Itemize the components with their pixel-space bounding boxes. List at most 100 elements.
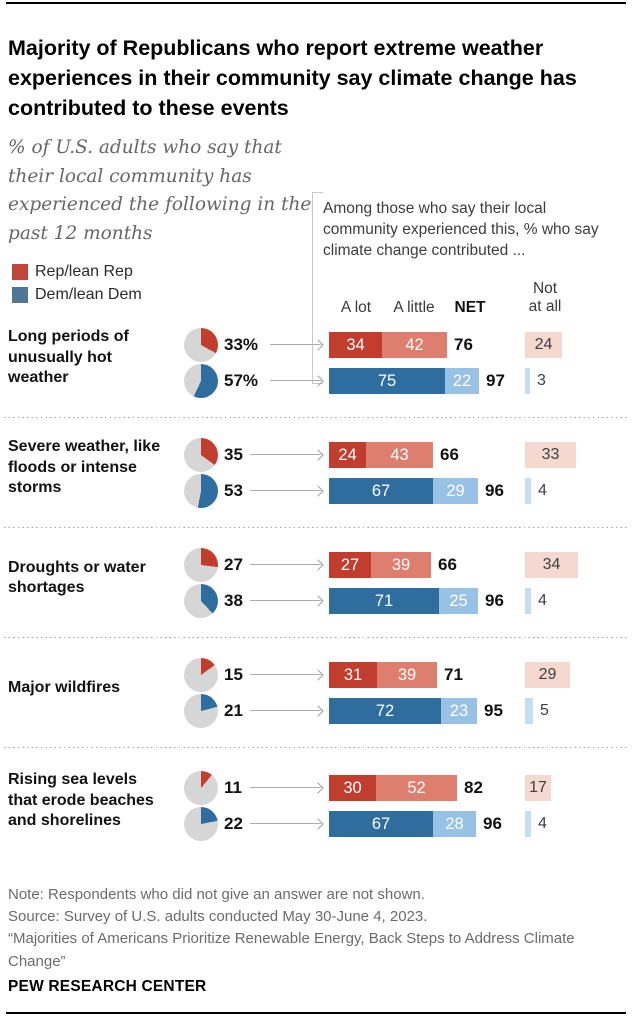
legend-label-rep: Rep/lean Rep <box>35 262 133 280</box>
category-label: Severe weather, like floods or intense s… <box>8 438 161 497</box>
dem-not-at-all-value: 4 <box>538 815 547 832</box>
rep-experienced-value: 35 <box>224 445 243 464</box>
legend: Rep/lean Rep Dem/lean Dem <box>12 260 142 306</box>
dem-half-row: 53 67 29 96 4 <box>0 474 632 508</box>
dem-a-little-segment: 23 <box>441 698 477 724</box>
dem-experienced-value: 22 <box>224 814 243 833</box>
dem-not-at-all-value: 3 <box>537 372 546 389</box>
column-header-a-little: A little <box>393 299 435 316</box>
dem-stacked-bar: 72 23 95 <box>329 698 503 724</box>
rep-not-at-all-bar: 17 <box>525 775 551 801</box>
dem-net-value: 96 <box>485 481 504 500</box>
rep-a-lot-segment: 30 <box>329 775 376 801</box>
rep-half-row: 33% 34 42 76 24 <box>0 328 632 362</box>
rep-stacked-bar: 30 52 82 <box>329 775 483 801</box>
dem-a-lot-segment: 67 <box>329 478 433 504</box>
dem-not-at-all: 4 <box>525 478 547 504</box>
arrow-connector <box>250 454 321 456</box>
row-separator <box>4 417 628 419</box>
legend-item-dem: Dem/lean Dem <box>12 283 142 306</box>
arrow-connector <box>270 380 321 382</box>
dem-not-at-all: 4 <box>525 811 547 837</box>
rep-net-value: 66 <box>440 445 459 464</box>
rep-net-value: 71 <box>444 665 463 684</box>
legend-label-dem: Dem/lean Dem <box>35 285 142 303</box>
rep-a-lot-segment: 31 <box>329 662 377 688</box>
source-text: Source: Survey of U.S. adults conducted … <box>8 908 428 926</box>
chart-row: Droughts or water shortages 27 27 39 66 34 38 7… <box>0 542 632 618</box>
rep-half-row: 11 30 52 82 17 <box>0 771 632 805</box>
row-separator <box>4 527 628 529</box>
rep-stacked-bar: 24 43 66 <box>329 442 459 468</box>
dem-a-little-segment: 28 <box>433 811 476 837</box>
top-rule <box>6 2 626 4</box>
dem-half-row: 21 72 23 95 5 <box>0 694 632 728</box>
rep-half-row: 35 24 43 66 33 <box>0 438 632 472</box>
rep-not-at-all: 24 <box>525 332 562 358</box>
dem-a-lot-segment: 71 <box>329 588 439 614</box>
dem-experienced-value: 57% <box>224 371 259 390</box>
dem-net-value: 96 <box>483 814 502 833</box>
dem-stacked-bar: 67 28 96 <box>329 811 502 837</box>
pew-research-center-wordmark: PEW RESEARCH CENTER <box>8 978 207 995</box>
rep-not-at-all: 33 <box>525 442 576 468</box>
column-header-net: NET <box>454 299 486 316</box>
rep-not-at-all-bar: 33 <box>525 442 576 468</box>
rep-a-little-segment: 39 <box>377 662 437 688</box>
dem-stacked-bar: 71 25 96 <box>329 588 504 614</box>
rep-a-lot-segment: 34 <box>329 332 382 358</box>
row-separator <box>4 747 628 749</box>
dem-not-at-all-bar <box>525 698 533 724</box>
dem-stacked-bar: 67 29 96 <box>329 478 504 504</box>
column-header-not-line1: Not <box>532 280 558 297</box>
dem-not-at-all: 3 <box>525 368 546 394</box>
dem-experienced-value: 21 <box>224 701 243 720</box>
legend-item-rep: Rep/lean Rep <box>12 260 142 283</box>
rep-color-swatch <box>12 263 28 280</box>
dem-a-little-segment: 25 <box>439 588 478 614</box>
rep-experienced-value: 15 <box>224 665 243 684</box>
arrow-connector <box>250 787 321 789</box>
rep-a-little-segment: 39 <box>371 552 431 578</box>
rep-experienced-pie <box>184 658 218 692</box>
dem-net-value: 97 <box>486 371 505 390</box>
bottom-rule <box>6 1012 626 1014</box>
rep-not-at-all: 29 <box>525 662 570 688</box>
arrow-connector <box>250 710 321 712</box>
dem-net-value: 96 <box>485 591 504 610</box>
dem-a-little-segment: 29 <box>433 478 478 504</box>
footnotes: Note: Respondents who did not give an an… <box>8 884 620 973</box>
dem-stacked-bar: 75 22 97 <box>329 368 505 394</box>
dem-a-little-segment: 22 <box>445 368 479 394</box>
rep-a-lot-segment: 24 <box>329 442 366 468</box>
report-title-text: “Majorities of Americans Prioritize Rene… <box>8 930 575 970</box>
chart-row: Long periods of unusually hot weather 33%… <box>0 322 632 398</box>
dem-a-lot-segment: 67 <box>329 811 433 837</box>
dem-half-row: 22 67 28 96 4 <box>0 807 632 841</box>
dem-experienced-pie <box>184 474 218 508</box>
rep-experienced-value: 11 <box>224 778 242 797</box>
category-label: Droughts or water shortages <box>8 558 146 596</box>
rep-experienced-pie <box>184 771 218 805</box>
rep-net-value: 82 <box>464 778 483 797</box>
rep-not-at-all: 17 <box>525 775 551 801</box>
dem-not-at-all-value: 4 <box>538 482 547 499</box>
arrow-connector <box>250 600 321 602</box>
chart-row: Severe weather, like floods or intense s… <box>0 432 632 508</box>
chart-subtitle: % of U.S. adults who say that their loca… <box>8 137 312 245</box>
dem-not-at-all-bar <box>525 368 530 394</box>
arrow-connector <box>250 564 321 566</box>
arrow-connector <box>250 674 321 676</box>
rep-net-value: 76 <box>454 335 473 354</box>
rep-not-at-all-bar: 24 <box>525 332 562 358</box>
dem-experienced-pie <box>184 694 218 728</box>
rep-a-little-segment: 42 <box>382 332 447 358</box>
rep-not-at-all-bar: 29 <box>525 662 570 688</box>
dem-not-at-all: 5 <box>525 698 549 724</box>
column-header-a-lot: A lot <box>340 299 372 316</box>
rep-stacked-bar: 27 39 66 <box>329 552 457 578</box>
dem-experienced-value: 38 <box>224 591 243 610</box>
dem-a-lot-segment: 75 <box>329 368 445 394</box>
arrow-connector <box>250 490 321 492</box>
